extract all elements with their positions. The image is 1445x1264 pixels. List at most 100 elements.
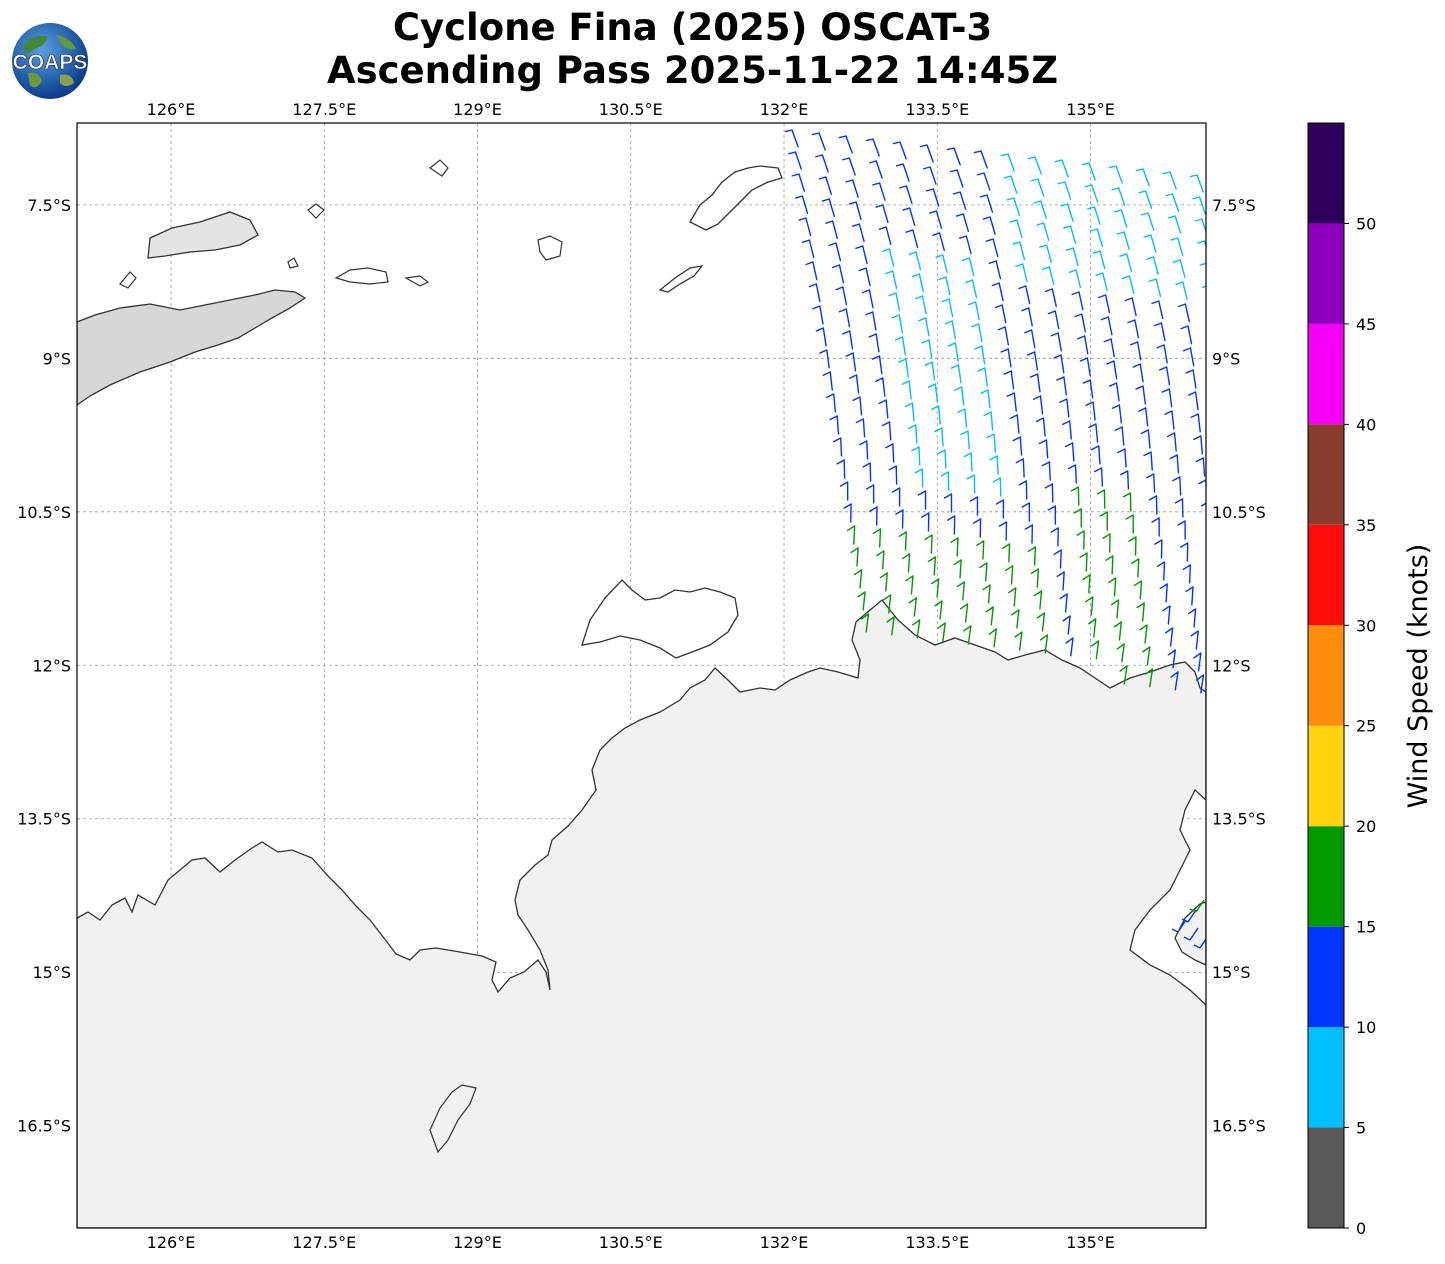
wind-barb xyxy=(1012,436,1023,456)
melville-island xyxy=(581,579,739,659)
colorbar-tick-label: 30 xyxy=(1356,616,1376,635)
wind-barb xyxy=(964,279,978,299)
wind-barb xyxy=(924,534,933,554)
wind-barb xyxy=(1027,156,1042,175)
wind-barb xyxy=(852,396,863,416)
wind-barb xyxy=(838,308,851,328)
wind-barb xyxy=(1180,542,1189,562)
wind-barb xyxy=(1183,927,1199,941)
wind-barb xyxy=(1096,489,1106,509)
wind-barb xyxy=(1132,363,1144,383)
wind-barb xyxy=(1004,565,1014,585)
wind-barb xyxy=(812,305,824,325)
lat-tick-label-left: 7.5°S xyxy=(27,196,71,215)
wind-barb xyxy=(1154,539,1163,559)
wind-barb xyxy=(850,547,859,567)
wind-barb xyxy=(885,443,895,463)
wind-barb xyxy=(1018,285,1031,305)
wind-barb xyxy=(1187,608,1197,628)
wind-barb xyxy=(911,446,921,466)
wind-barb xyxy=(1180,325,1193,345)
small-island xyxy=(287,257,299,269)
wind-barb xyxy=(1146,473,1156,493)
wind-barb xyxy=(1071,291,1084,311)
wind-barb xyxy=(914,468,924,488)
wind-barb xyxy=(1136,602,1145,622)
wind-barb xyxy=(1076,530,1085,550)
wind-barb xyxy=(1103,338,1115,358)
wind-barb xyxy=(1015,263,1028,283)
small-island xyxy=(428,159,449,177)
wind-barb xyxy=(998,521,1008,541)
wind-barb xyxy=(1088,423,1099,443)
wind-barb xyxy=(1131,558,1140,578)
lat-tick-label-right: 13.5°S xyxy=(1212,810,1266,829)
lon-tick-label-top: 132°E xyxy=(760,100,809,119)
wind-barb xyxy=(982,216,996,235)
wind-barb xyxy=(1018,480,1028,500)
small-island xyxy=(537,235,563,261)
wind-barb xyxy=(1085,596,1094,616)
wind-barb xyxy=(1124,297,1137,317)
wind-barb xyxy=(1000,153,1015,172)
wind-barb xyxy=(1197,240,1206,249)
lat-tick-label-left: 13.5°S xyxy=(17,810,71,829)
wind-barb xyxy=(811,132,826,151)
colorbar-tick-label: 45 xyxy=(1356,315,1376,334)
wind-barb xyxy=(956,581,966,601)
wind-barb xyxy=(929,210,943,229)
wind-barb xyxy=(1084,184,1099,203)
wind-barb xyxy=(831,264,845,284)
wind-barb xyxy=(1164,627,1174,647)
wind-barb xyxy=(888,465,898,485)
wind-barb xyxy=(878,399,889,419)
wind-barb xyxy=(1047,310,1060,330)
wind-barb xyxy=(1119,253,1133,273)
wind-barb xyxy=(901,380,912,400)
wind-barb xyxy=(961,257,975,277)
colorbar-bin xyxy=(1308,725,1344,827)
wind-barb xyxy=(1001,543,1011,563)
wind-barb xyxy=(1011,609,1020,629)
wind-barb xyxy=(1036,222,1050,241)
colorbar-tick-label: 0 xyxy=(1356,1219,1366,1238)
wind-barb xyxy=(1053,354,1065,374)
wind-barb xyxy=(1092,250,1106,270)
wind-barb xyxy=(902,207,916,226)
colorbar-bin xyxy=(1308,123,1344,224)
colorbar-frame xyxy=(1307,122,1345,1229)
wind-barb xyxy=(836,459,846,479)
wind-barb xyxy=(950,537,959,557)
wind-barb xyxy=(1033,590,1043,610)
wind-barb xyxy=(1189,899,1205,913)
wind-barb xyxy=(950,364,962,384)
wind-barb xyxy=(886,616,895,636)
small-island xyxy=(307,203,325,219)
wind-barb xyxy=(1114,426,1125,446)
wind-barb xyxy=(1116,231,1130,250)
wind-barb xyxy=(1060,203,1074,222)
lon-tick-label-top: 130.5°E xyxy=(599,100,663,119)
colorbar-bin xyxy=(1308,524,1344,626)
wind-barb xyxy=(966,474,976,494)
lon-tick-label-bottom: 132°E xyxy=(760,1233,809,1252)
wind-barb xyxy=(891,487,901,507)
lat-tick-label-left: 9°S xyxy=(43,349,71,368)
wind-barb xyxy=(898,531,907,551)
colorbar-tick-label: 25 xyxy=(1356,717,1376,736)
lat-tick-label-right: 16.5°S xyxy=(1212,1117,1266,1136)
wind-barb xyxy=(1050,527,1059,547)
wind-barb xyxy=(907,424,918,444)
wind-barb xyxy=(846,525,856,545)
wind-barb xyxy=(845,352,857,372)
wind-barb xyxy=(904,402,915,422)
wind-barb xyxy=(1003,370,1015,390)
wind-barb xyxy=(1151,300,1164,320)
wind-barb xyxy=(925,188,940,207)
wind-barb xyxy=(868,333,880,353)
wind-barb xyxy=(1182,564,1192,584)
axis-ticks: 126°E 126°E 127.5°E 127.5°E 129°E 129°E 130.5°… xyxy=(17,100,1266,1252)
wind-barb xyxy=(891,314,904,334)
wind-barb xyxy=(924,361,936,381)
lon-tick-label-top: 127.5°E xyxy=(292,100,356,119)
